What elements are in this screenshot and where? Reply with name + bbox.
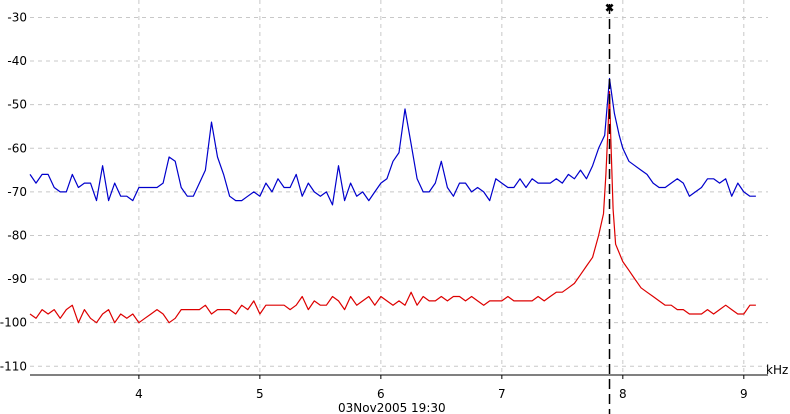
- series-line-2: [29, 90, 756, 324]
- y-tick-label: -90: [7, 272, 27, 286]
- x-tick-label: 9: [740, 387, 748, 401]
- x-tick-label: 4: [135, 387, 143, 401]
- y-tick-label: -100: [0, 316, 27, 330]
- y-tick-label: -60: [7, 141, 27, 155]
- x-tick-labels: 4 5 6 7 8 9: [135, 375, 748, 401]
- data-series: [29, 77, 756, 324]
- series-line-1: [29, 77, 756, 206]
- y-tick-label: -70: [7, 185, 27, 199]
- y-tick-label: -50: [7, 98, 27, 112]
- y-tick-label: -110: [0, 359, 27, 373]
- x-tick-label: 6: [377, 387, 385, 401]
- y-tick-label: -80: [7, 228, 27, 242]
- frequency-marker[interactable]: ✖: [604, 1, 615, 414]
- x-tick-label: 8: [619, 387, 627, 401]
- x-tick-label: 7: [498, 387, 506, 401]
- x-axis-unit-label: kHz: [766, 363, 788, 377]
- y-tick-label: -40: [7, 54, 27, 68]
- y-tick-label: -30: [7, 10, 27, 24]
- y-tick-labels: -30 -40 -50 -60 -70 -80 -90 -100 -110: [0, 10, 27, 373]
- x-tick-label: 5: [256, 387, 264, 401]
- marker-symbol: ✖: [604, 1, 614, 15]
- timestamp-label: 03Nov2005 19:30: [338, 401, 446, 414]
